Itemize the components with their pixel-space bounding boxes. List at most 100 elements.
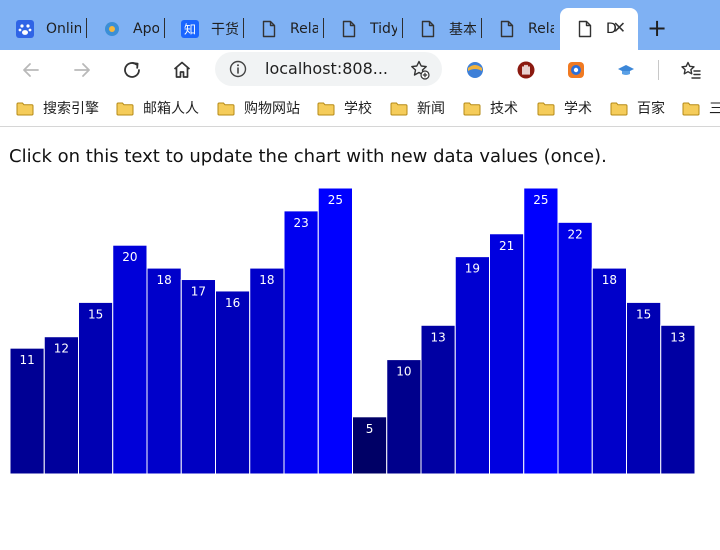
chart-bar: [523, 187, 559, 475]
bar-value-label: 25: [328, 193, 343, 207]
favorites-button[interactable]: [677, 56, 705, 84]
folder-icon: [317, 101, 335, 116]
home-button[interactable]: [168, 56, 196, 84]
bar-value-label: 22: [567, 227, 582, 241]
tab-title: Apow: [133, 21, 159, 37]
refresh-icon: [124, 62, 140, 78]
bookmark-label: 学术: [564, 101, 592, 117]
tab-1[interactable]: Onlin: [0, 8, 87, 50]
bookmark-label: 三: [709, 101, 720, 117]
bookmark-folder[interactable]: 三: [682, 90, 720, 126]
tab-8[interactable]: D ✕: [560, 8, 638, 50]
site-info-icon[interactable]: [229, 60, 247, 82]
bookmark-folder[interactable]: 技术: [463, 90, 518, 126]
tab-6[interactable]: 基本数: [403, 8, 482, 50]
chart-bar: [215, 290, 251, 475]
page-icon: [260, 20, 278, 38]
close-tab-icon[interactable]: ✕: [612, 18, 626, 37]
bookmark-folder[interactable]: 邮箱人人: [116, 90, 199, 126]
bookmark-label: 新闻: [417, 101, 445, 117]
update-chart-text[interactable]: Click on this text to update the chart w…: [9, 146, 607, 167]
chart-bar: [112, 244, 148, 475]
bar-value-label: 13: [430, 330, 445, 344]
svg-text:知: 知: [184, 23, 196, 37]
tab-7[interactable]: Relati: [482, 8, 560, 50]
extension-4-button[interactable]: [612, 56, 640, 84]
chart-bar: [146, 267, 182, 475]
bookmark-folder[interactable]: 学术: [537, 90, 592, 126]
bar-value-label: 19: [465, 262, 480, 276]
tab-4[interactable]: Relati: [244, 8, 324, 50]
bookmark-label: 购物网站: [244, 101, 300, 117]
tab-separator: [243, 18, 244, 38]
extension-3-button[interactable]: [562, 56, 590, 84]
address-bar[interactable]: localhost:808...: [215, 52, 442, 86]
tab-separator: [481, 18, 482, 38]
extension-cap-icon: [618, 65, 634, 75]
bookmark-label: 搜索引擎: [43, 101, 99, 117]
bar-value-label: 18: [156, 273, 171, 287]
folder-icon: [116, 101, 134, 116]
bar-value-label: 15: [636, 307, 651, 321]
bar-value-label: 16: [225, 296, 240, 310]
chart-bar: [626, 301, 662, 475]
bookmark-folder[interactable]: 学校: [317, 90, 372, 126]
bookmark-folder[interactable]: 购物网站: [217, 90, 300, 126]
folder-icon: [610, 101, 628, 116]
extension-1-button[interactable]: [461, 56, 489, 84]
folder-icon: [682, 101, 700, 116]
tab-3[interactable]: 知 干货!: [165, 8, 244, 50]
chart-bar: [420, 324, 456, 475]
apowersoft-icon: [103, 20, 121, 38]
address-url[interactable]: localhost:808...: [265, 59, 389, 78]
chart-bar: [557, 221, 593, 475]
chart-bar: [660, 324, 696, 475]
bar-value-label: 18: [602, 273, 617, 287]
bar-value-label: 15: [88, 307, 103, 321]
page-icon: [576, 20, 594, 38]
chart-bar: [317, 187, 353, 475]
bookmark-label: 技术: [490, 101, 518, 117]
bar-value-label: 17: [191, 285, 206, 299]
tab-title: Onlin: [46, 21, 81, 37]
favorites-list-icon: [681, 61, 701, 79]
bar-value-label: 23: [293, 216, 308, 230]
folder-icon: [217, 101, 235, 116]
page-icon: [340, 20, 358, 38]
tab-title: D: [606, 21, 617, 37]
chart-bar: [43, 336, 79, 475]
arrow-left-icon: [23, 63, 39, 77]
bar-value-label: 11: [19, 353, 34, 367]
tab-2[interactable]: Apow: [87, 8, 165, 50]
tab-strip: Onlin Apow 知 干货! Relati Tidyve 基本数 Relati D✕ +: [0, 0, 720, 50]
page-icon: [419, 20, 437, 38]
extension-2-button[interactable]: [512, 56, 540, 84]
tab-separator: [402, 18, 403, 38]
bar-value-label: 13: [670, 330, 685, 344]
tab-title: 干货!: [211, 22, 238, 38]
arrow-right-icon: [74, 63, 90, 77]
new-tab-button[interactable]: +: [646, 14, 668, 42]
chart-bar: [454, 256, 490, 475]
bar-value-label: 20: [122, 250, 137, 264]
tab-5[interactable]: Tidyve: [324, 8, 403, 50]
toolbar-divider: [658, 60, 659, 80]
bar-value-label: 21: [499, 239, 514, 253]
bookmark-label: 邮箱人人: [143, 101, 199, 117]
reload-button[interactable]: [118, 56, 146, 84]
bookmark-folder[interactable]: 百家: [610, 90, 665, 126]
chart-bar: [386, 359, 422, 475]
bookmark-folder[interactable]: 搜索引擎: [16, 90, 99, 126]
bar-value-label: 25: [533, 193, 548, 207]
tab-separator: [164, 18, 165, 38]
bar-value-label: 10: [396, 365, 411, 379]
bookmarks-bar: 搜索引擎 邮箱人人 购物网站 学校 新闻 技术 学术 百家 三: [0, 90, 720, 127]
bookmark-folder[interactable]: 新闻: [390, 90, 445, 126]
add-favorite-icon[interactable]: [409, 59, 431, 85]
folder-icon: [16, 101, 34, 116]
forward-button[interactable]: [68, 56, 96, 84]
tab-separator: [86, 18, 87, 38]
back-button[interactable]: [17, 56, 45, 84]
home-icon: [173, 61, 191, 78]
tab-title: Relati: [528, 21, 554, 37]
